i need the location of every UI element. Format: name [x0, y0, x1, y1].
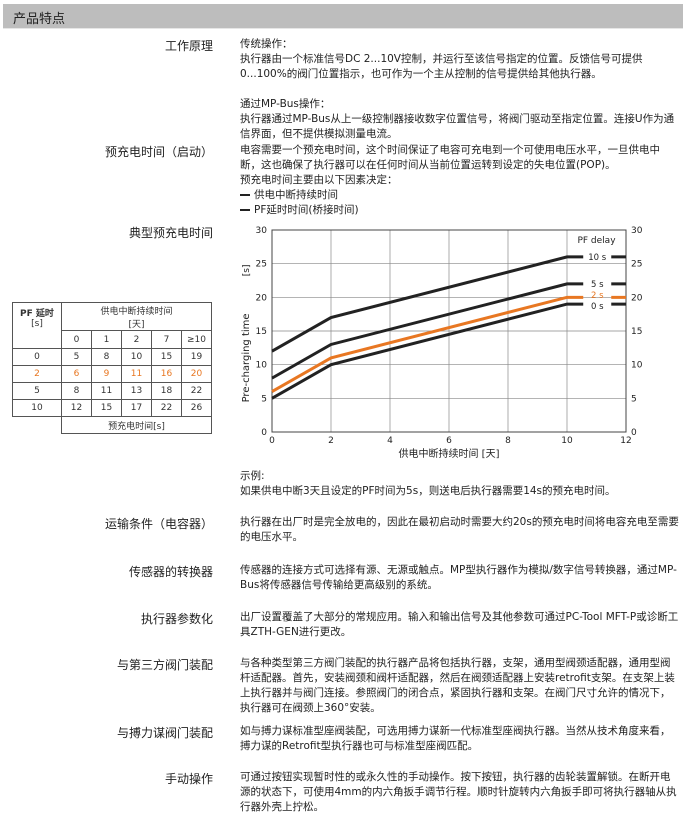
x-tick-label: 0 [269, 436, 275, 446]
table-row: 0 5 8 10 15 19 [12, 348, 212, 366]
para: 预充电时间主要由以下因素决定： [240, 174, 398, 186]
precharge-text: 电容需要一个预充电时间，这个时间保证了电容可充电到一个可使用电压水平，一旦供电中… [240, 143, 680, 218]
y-tick-label-right: 15 [631, 327, 642, 337]
x-axis-label: 供电中断持续时间 [天] [399, 447, 500, 460]
y-tick-label-left: 30 [256, 226, 268, 236]
y-tick-label-left: 10 [256, 361, 268, 371]
sensor-text: 传感器的连接方式可选择有源、无源或触点。MP型执行器作为模拟/数字信号转换器，通… [240, 564, 677, 591]
label-parameterization: 执行器参数化 [140, 612, 213, 626]
y-tick-label-right: 25 [631, 260, 642, 270]
series-label: 0 s [591, 302, 604, 312]
y-tick-label-right: 5 [631, 394, 637, 404]
para: 执行器通过MP-Bus从上一级控制器接收数字位置信号，将阀门驱动至指定位置。连接… [240, 113, 675, 140]
manual-text: 可通过按钮实现暂时性的或永久性的手动操作。按下按钮，执行器的齿轮装置解锁。在断开… [240, 771, 677, 813]
x-tick-label: 10 [561, 436, 573, 446]
table-row: 5 8 11 13 18 22 [12, 382, 212, 400]
section-title: 产品特点 [13, 12, 66, 27]
y-axis-unit: [s] [242, 265, 252, 277]
working-principle-text: 传统操作： 执行器由一个标准信号DC 2...10V控制，并运行至该信号指定的位… [240, 37, 680, 142]
parameterization-text: 出厂设置覆盖了大部分的常规应用。输入和输出信号及其他参数可通过PC-Tool M… [240, 611, 679, 638]
y-tick-label-right: 20 [631, 293, 643, 303]
col-header: 7 [151, 330, 182, 349]
example-text: 示例: 如果供电中断3天且设定的PF时间为5s，则送电后执行器需要14s的预充电… [240, 469, 680, 499]
para: 传统操作： [240, 38, 293, 50]
y-tick-label-right: 30 [631, 226, 643, 236]
x-tick-label: 4 [387, 436, 393, 446]
label-sensor: 传感器的转换器 [128, 565, 213, 579]
col-header: ≥10 [181, 330, 212, 349]
belimo-text: 如与搏力谋标准型座阀装配，可选用搏力谋新一代标准型座阀执行器。当然从技术角度来看… [240, 725, 671, 752]
transport-text: 执行器在出厂时是完全放电的，因此在最初启动时需要大约20s的预充电时间将电容充电… [240, 516, 679, 543]
series-line [271, 302, 626, 400]
para: 电容需要一个预充电时间，这个时间保证了电容可充电到一个可使用电压水平，一旦供电中… [240, 144, 660, 171]
col-header: 1 [91, 330, 122, 349]
corner-unit: [s] [31, 319, 43, 329]
series-line [271, 255, 626, 353]
label-third-party: 与第三方阀门装配 [116, 658, 213, 672]
table-footer: 预充电时间[s] [61, 416, 212, 434]
legend-title: PF delay [577, 236, 616, 246]
y-tick-label-left: 5 [261, 394, 267, 404]
series-line [271, 282, 626, 380]
y-tick-label-left: 15 [256, 327, 267, 337]
label-belimo: 与搏力谋阀门装配 [116, 726, 213, 740]
x-tick-label: 12 [620, 436, 631, 446]
table-row: 10 12 15 17 22 26 [12, 399, 212, 417]
para: 示例: [240, 470, 265, 482]
bullet: PF延时时间(桥接时间) [240, 203, 680, 218]
third-party-text: 与各种类型第三方阀门装配的执行器产品将包括执行器，支架，通用型阀颈适配器，通用型… [240, 657, 675, 714]
para: 通过MP-Bus操作： [240, 98, 331, 110]
col-unit: [天] [128, 319, 145, 330]
series-label: 10 s [588, 253, 607, 263]
series-line [271, 295, 626, 393]
x-tick-label: 2 [328, 436, 334, 446]
label-typical-precharge: 典型预充电时间 [128, 226, 213, 240]
y-tick-label-left: 25 [256, 260, 267, 270]
y-tick-label-right: 10 [631, 361, 643, 371]
para: 执行器由一个标准信号DC 2...10V控制，并运行至该信号指定的位置。反馈信号… [240, 53, 643, 80]
y-tick-label-right: 0 [631, 428, 637, 438]
corner-title: PF 延时 [20, 309, 54, 319]
precharge-table: PF 延时 [s] 供电中断持续时间 [天] 0 1 2 7 ≥10 0 5 8 10 15 19 2… [12, 301, 212, 434]
x-tick-label: 6 [446, 436, 452, 446]
y-axis-label: Pre-charging time [241, 313, 252, 402]
label-working-principle: 工作原理 [164, 39, 213, 53]
label-transport: 运输条件（电容器） [104, 517, 213, 531]
x-tick-label: 8 [505, 436, 511, 446]
para: 如果供电中断3天且设定的PF时间为5s，则送电后执行器需要14s的预充电时间。 [240, 485, 616, 497]
col-header: 0 [61, 330, 92, 349]
series-label: 2 s [591, 291, 604, 301]
section-header: 产品特点 [3, 4, 683, 29]
col-header: 2 [121, 330, 152, 349]
col-group: 供电中断持续时间 [100, 306, 173, 317]
y-tick-label-left: 20 [256, 293, 268, 303]
table-row: 2 6 9 11 16 20 [12, 365, 212, 383]
series-label: 5 s [591, 280, 604, 290]
bullet: 供电中断持续时间 [240, 188, 680, 203]
plot-frame [271, 229, 627, 433]
label-manual: 手动操作 [164, 772, 213, 786]
label-precharge: 预充电时间（启动） [104, 145, 213, 159]
y-tick-label-left: 0 [261, 428, 267, 438]
